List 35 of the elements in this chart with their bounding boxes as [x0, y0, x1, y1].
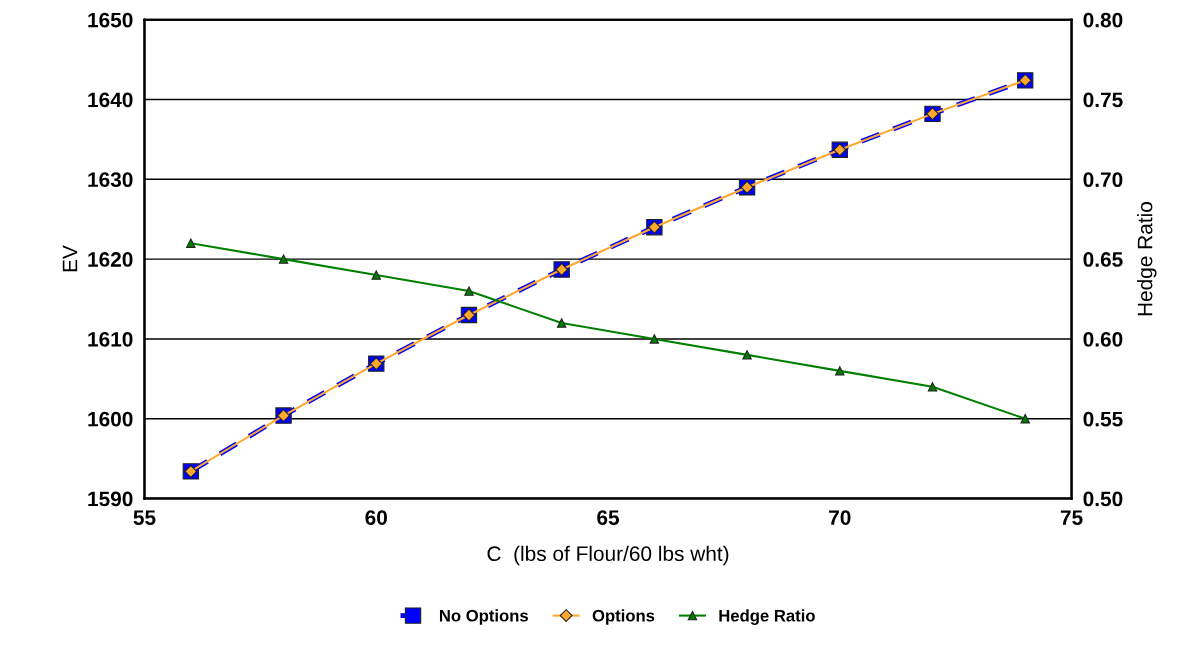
y2-tick-label: 0.80: [1083, 12, 1123, 28]
point: [927, 382, 938, 392]
y-tick-label: 1640: [88, 92, 133, 108]
y-tick-label: 1610: [88, 331, 133, 347]
y-tick-label: 1590: [88, 491, 133, 507]
point: [464, 286, 474, 296]
legend-label: No Options: [439, 609, 528, 625]
y2-tick-label: 0.75: [1083, 92, 1123, 108]
point: [835, 366, 845, 376]
point: [742, 350, 752, 360]
x-tick-label: 65: [597, 510, 620, 525]
y-tick-label: 1600: [88, 411, 133, 427]
point: [1020, 414, 1030, 424]
y-axis-title: EV: [62, 245, 78, 272]
point: [186, 238, 196, 248]
y2-tick-label: 0.70: [1083, 172, 1123, 188]
y-tick-label: 1620: [88, 252, 133, 267]
y2-axis-title: Hedge Ratio: [1137, 202, 1157, 316]
point: [371, 270, 381, 280]
y2-tick-label: 0.55: [1083, 411, 1123, 427]
x-tick-label: 75: [1060, 510, 1083, 525]
point: [556, 318, 567, 328]
x-tick-label: 55: [133, 510, 156, 525]
y-tick-label: 1650: [88, 12, 133, 28]
legend-label: Hedge Ratio: [719, 609, 815, 625]
y2-tick-label: 0.50: [1083, 491, 1123, 507]
legend-label: Options: [592, 609, 655, 625]
x-tick-label: 70: [829, 510, 851, 525]
point: [278, 254, 289, 264]
y2-tick-label: 0.65: [1083, 252, 1123, 267]
x-axis-title: C (lbs of Flour/60 lbs wht): [487, 545, 729, 566]
point: [649, 334, 660, 344]
x-tick-label: 60: [365, 510, 387, 525]
y-tick-label: 1630: [88, 172, 133, 188]
y2-tick-label: 0.60: [1083, 331, 1123, 347]
